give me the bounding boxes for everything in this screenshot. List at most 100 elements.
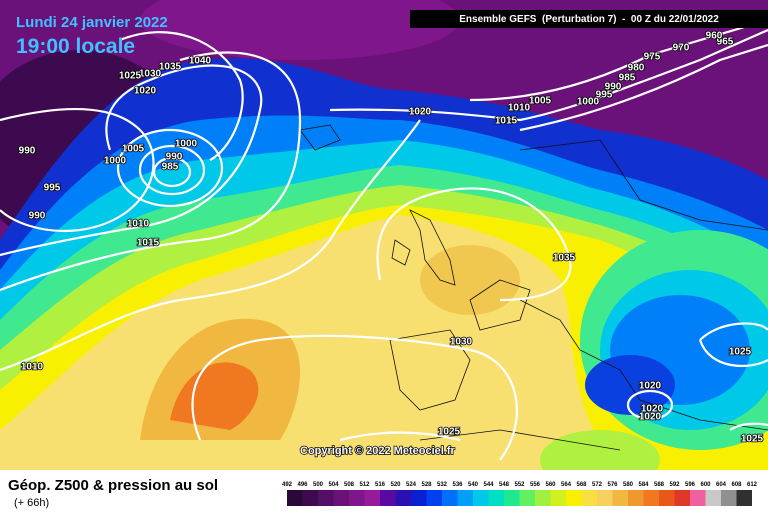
scale-label: 612 xyxy=(747,482,758,488)
isobars xyxy=(0,18,768,461)
scale-swatch xyxy=(736,490,752,506)
isobar-label: 970 xyxy=(673,43,690,54)
scale-swatch xyxy=(659,490,675,506)
legend-subtitle: (+ 66h) xyxy=(14,497,49,509)
isobar-label: 1015 xyxy=(137,238,160,249)
isobar-label: 1030 xyxy=(450,337,473,348)
isobar-label: 1010 xyxy=(127,219,150,230)
scale-swatch xyxy=(597,490,613,506)
scale-label: 516 xyxy=(375,482,386,488)
scale-label: 540 xyxy=(468,482,479,488)
time: 19:00 locale xyxy=(16,35,135,58)
scale-swatch xyxy=(442,490,458,506)
scale-label: 500 xyxy=(313,482,324,488)
isobar-label: 960 xyxy=(706,31,723,42)
scale-label: 524 xyxy=(406,482,417,488)
scale-swatch xyxy=(628,490,644,506)
isobar-label: 1000 xyxy=(577,97,600,108)
scale-label: 548 xyxy=(499,482,510,488)
scale-label: 588 xyxy=(654,482,665,488)
scale-label: 492 xyxy=(282,482,293,488)
legend-title: Géop. Z500 & pression au sol xyxy=(8,477,218,494)
isobar-label: 1015 xyxy=(495,116,518,127)
scale-swatch xyxy=(690,490,706,506)
scale-swatch xyxy=(721,490,737,506)
scale-swatch xyxy=(519,490,535,506)
isobar-label: 995 xyxy=(44,183,61,194)
header-box xyxy=(410,10,768,28)
scale-swatch xyxy=(535,490,551,506)
header: Ensemble GEFS (Perturbation 7) - 00 Z du… xyxy=(459,14,719,25)
scale-swatch xyxy=(411,490,427,506)
scale-swatch xyxy=(380,490,396,506)
scale-label: 580 xyxy=(623,482,634,488)
scale-label: 568 xyxy=(576,482,587,488)
isobar-label: 1020 xyxy=(641,404,664,415)
isobar-label: 1035 xyxy=(553,253,576,264)
scale-label: 552 xyxy=(514,482,525,488)
isobar-label: 1025 xyxy=(741,434,764,445)
scale-swatch xyxy=(287,490,303,506)
isobar-label: 980 xyxy=(628,63,645,74)
scale-label: 604 xyxy=(716,482,727,488)
scale-label: 508 xyxy=(344,482,355,488)
isobar-label: 990 xyxy=(166,152,183,163)
scale-swatch xyxy=(473,490,489,506)
scale-label: 584 xyxy=(638,482,649,488)
isobar-label: 965 xyxy=(717,37,734,48)
coastlines xyxy=(299,124,768,451)
scale-swatch xyxy=(488,490,504,506)
isobar-label: 1025 xyxy=(438,427,461,438)
scale-swatch xyxy=(364,490,380,506)
isobar-label: 975 xyxy=(644,52,661,63)
copyright: Copyright © 2022 Meteociel.fr xyxy=(300,445,456,457)
isobar-label: 985 xyxy=(619,73,636,84)
scale-label: 592 xyxy=(669,482,680,488)
isobar-label: 1005 xyxy=(529,96,552,107)
scale-label: 520 xyxy=(390,482,401,488)
scale-swatch xyxy=(333,490,349,506)
isobar-label: 990 xyxy=(605,82,622,93)
scale-swatch xyxy=(349,490,365,506)
date: Lundi 24 janvier 2022 xyxy=(16,14,168,31)
isobar-label: 1020 xyxy=(409,107,432,118)
isobar-label: 1000 xyxy=(175,139,198,150)
scale-swatch xyxy=(674,490,690,506)
scale-swatch xyxy=(426,490,442,506)
scale-label: 608 xyxy=(731,482,742,488)
scale-label: 560 xyxy=(545,482,556,488)
scale-swatch xyxy=(504,490,520,506)
isobar-label: 985 xyxy=(162,162,179,173)
scale-label: 532 xyxy=(437,482,448,488)
scale-swatch xyxy=(612,490,628,506)
isobar-label: 990 xyxy=(19,146,36,157)
isobar-label: 1010 xyxy=(508,103,531,114)
scale-label: 536 xyxy=(452,482,463,488)
isobar-label: 990 xyxy=(29,211,46,222)
scale-label: 600 xyxy=(700,482,711,488)
isobar-label: 1025 xyxy=(729,347,752,358)
scale-swatch xyxy=(550,490,566,506)
scale-swatch xyxy=(705,490,721,506)
isobar-label: 1020 xyxy=(639,412,662,423)
isobar-label: 1030 xyxy=(139,69,162,80)
scale-swatch xyxy=(302,490,318,506)
scale-label: 496 xyxy=(297,482,308,488)
scale-label: 528 xyxy=(421,482,432,488)
scale-swatch xyxy=(566,490,582,506)
scale-label: 576 xyxy=(607,482,618,488)
field xyxy=(0,0,768,490)
scale-swatch xyxy=(457,490,473,506)
isobar-label: 1010 xyxy=(21,362,44,373)
isobar-label: 995 xyxy=(596,90,613,101)
isobar-label: 1025 xyxy=(119,71,142,82)
scale-label: 504 xyxy=(328,482,339,488)
scale-swatch xyxy=(395,490,411,506)
isobar-label: 1035 xyxy=(159,62,182,73)
scale-swatch xyxy=(318,490,334,506)
color-scale: 492 496 500 504 508 512 516 520 524 528 532 536 540 5… xyxy=(282,482,758,506)
isobar-label: 1000 xyxy=(104,156,127,167)
scale-label: 572 xyxy=(592,482,603,488)
isobar-label: 1020 xyxy=(134,86,157,97)
isobar-label: 1020 xyxy=(639,381,662,392)
